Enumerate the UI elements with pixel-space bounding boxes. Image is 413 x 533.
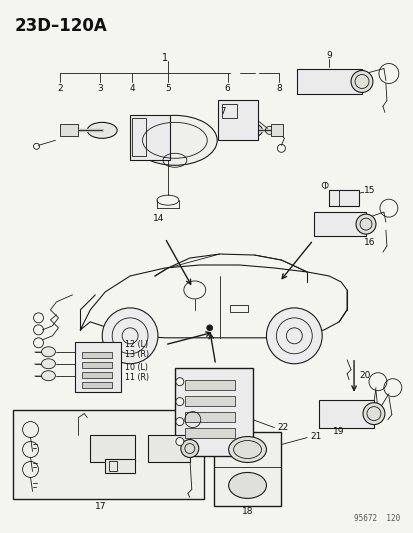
Bar (318, 400, 373, 427)
Bar (105, 459, 135, 473)
Text: 17: 17 (94, 502, 106, 511)
Text: 21: 21 (309, 432, 321, 441)
Text: 5: 5 (165, 84, 171, 93)
Bar (60, 124, 78, 136)
Ellipse shape (350, 70, 372, 92)
Text: 1: 1 (161, 53, 168, 62)
Bar (328, 190, 358, 206)
Bar (109, 462, 117, 472)
Text: 95672  120: 95672 120 (353, 514, 399, 523)
Text: 11 (R): 11 (R) (125, 373, 149, 382)
Ellipse shape (355, 214, 375, 234)
Bar (130, 116, 169, 160)
Bar (184, 411, 234, 422)
Circle shape (176, 417, 183, 425)
Bar (90, 434, 135, 463)
Bar (82, 352, 112, 358)
Text: 9: 9 (325, 51, 331, 60)
Text: 22: 22 (277, 423, 288, 432)
Bar (148, 434, 189, 463)
Text: 2: 2 (57, 84, 63, 93)
Text: 4: 4 (129, 84, 135, 93)
Bar (82, 382, 112, 387)
Text: 23D–120A: 23D–120A (14, 17, 107, 35)
Text: 15: 15 (363, 185, 375, 195)
Ellipse shape (228, 472, 266, 498)
Text: 6: 6 (224, 84, 230, 93)
Bar (184, 379, 234, 390)
Bar (184, 427, 234, 438)
Ellipse shape (132, 116, 217, 165)
Text: 3: 3 (97, 84, 103, 93)
Text: 18: 18 (241, 507, 253, 516)
Text: 12 (L): 12 (L) (125, 340, 148, 349)
Bar (221, 104, 236, 118)
Text: 8: 8 (276, 84, 282, 93)
Ellipse shape (180, 440, 198, 457)
Bar (75, 342, 121, 392)
Bar (132, 118, 146, 156)
Ellipse shape (228, 437, 266, 463)
Text: 16: 16 (363, 238, 375, 247)
Ellipse shape (362, 402, 384, 425)
Bar (217, 100, 257, 140)
Ellipse shape (87, 123, 117, 139)
Bar (82, 362, 112, 368)
Ellipse shape (41, 371, 55, 381)
Text: 19: 19 (332, 427, 344, 436)
Text: 10 (L): 10 (L) (125, 363, 148, 372)
Circle shape (206, 325, 212, 331)
Text: 20: 20 (358, 371, 370, 380)
Bar (213, 432, 281, 506)
Bar (13, 410, 203, 499)
Ellipse shape (41, 359, 55, 369)
Circle shape (176, 398, 183, 406)
Text: 13 (R): 13 (R) (125, 350, 149, 359)
Circle shape (266, 308, 321, 364)
Ellipse shape (232, 123, 262, 139)
Circle shape (102, 308, 158, 364)
Bar (184, 395, 234, 406)
Circle shape (176, 378, 183, 386)
Bar (328, 190, 338, 206)
Bar (82, 372, 112, 378)
Bar (174, 368, 252, 456)
Text: 14: 14 (153, 214, 164, 223)
Bar (271, 124, 282, 136)
Text: 7: 7 (219, 107, 225, 116)
Bar (297, 69, 361, 94)
Ellipse shape (41, 347, 55, 357)
Circle shape (176, 438, 183, 446)
Bar (229, 305, 247, 312)
Bar (313, 212, 365, 236)
